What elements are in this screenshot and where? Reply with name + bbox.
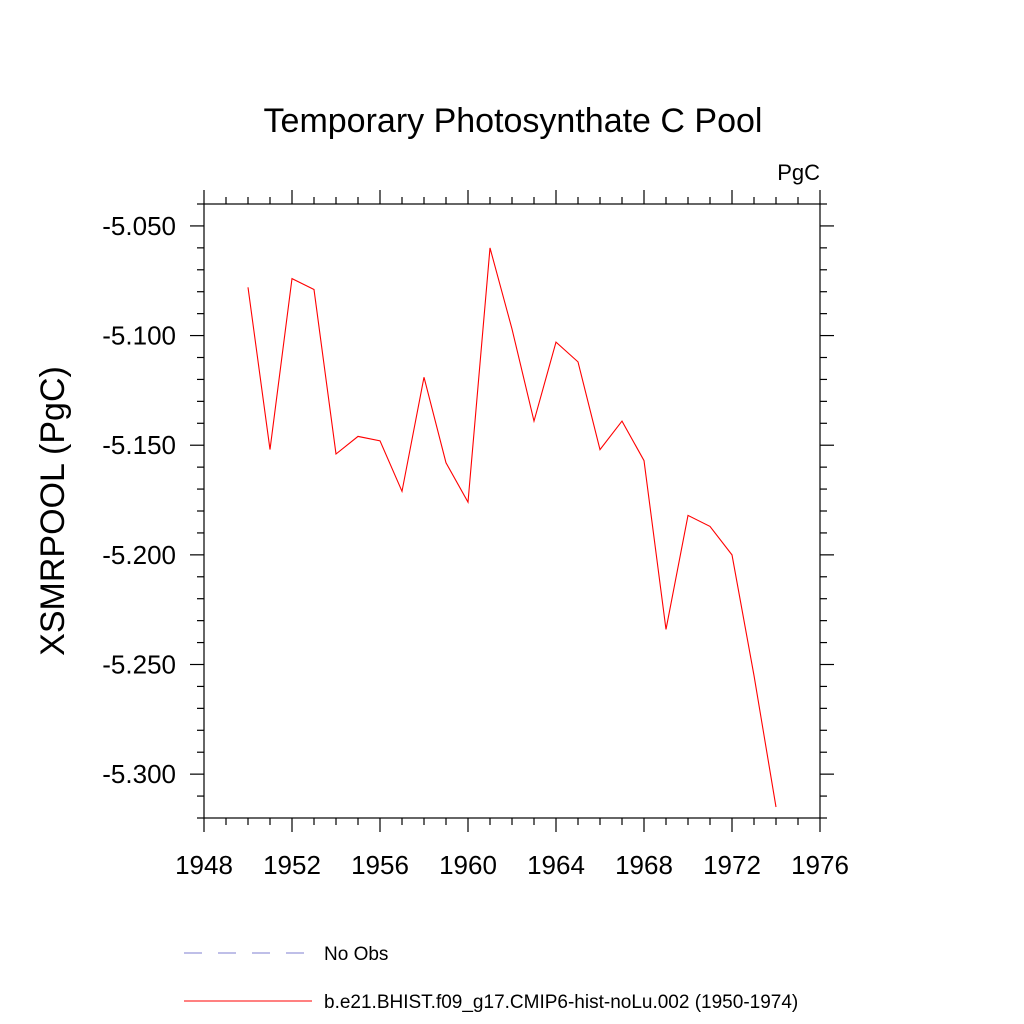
axis-tick-labels: 1948 1952 1956 1960 1964 1968 1972 1976 -5.050 -5… bbox=[102, 211, 849, 880]
x-tick-label: 1956 bbox=[351, 850, 409, 880]
legend: No Obs b.e21.BHIST.f09_g17.CMIP6-hist-noL… bbox=[184, 944, 798, 1013]
x-tick-label: 1976 bbox=[791, 850, 849, 880]
x-tick-label: 1960 bbox=[439, 850, 497, 880]
x-tick-label: 1952 bbox=[263, 850, 321, 880]
y-tick-label: -5.150 bbox=[102, 430, 176, 460]
y-axis-label: XSMRPOOL (PgC) bbox=[34, 366, 72, 656]
y-tick-label: -5.050 bbox=[102, 211, 176, 241]
y-tick-label: -5.200 bbox=[102, 540, 176, 570]
axis-ticks bbox=[190, 190, 834, 832]
x-tick-label: 1948 bbox=[175, 850, 233, 880]
legend-label: b.e21.BHIST.f09_g17.CMIP6-hist-noLu.002 … bbox=[324, 992, 798, 1013]
y-tick-label: -5.300 bbox=[102, 759, 176, 789]
plot-frame bbox=[203, 203, 821, 819]
units-label: PgC bbox=[777, 160, 820, 185]
x-tick-label: 1972 bbox=[703, 850, 761, 880]
chart-title: Temporary Photosynthate C Pool bbox=[264, 102, 763, 140]
x-tick-label: 1964 bbox=[527, 850, 585, 880]
legend-label: No Obs bbox=[324, 944, 388, 965]
series-group bbox=[247, 247, 777, 808]
series-line bbox=[247, 247, 777, 808]
y-tick-label: -5.100 bbox=[102, 321, 176, 351]
y-tick-label: -5.250 bbox=[102, 650, 176, 680]
x-tick-label: 1968 bbox=[615, 850, 673, 880]
